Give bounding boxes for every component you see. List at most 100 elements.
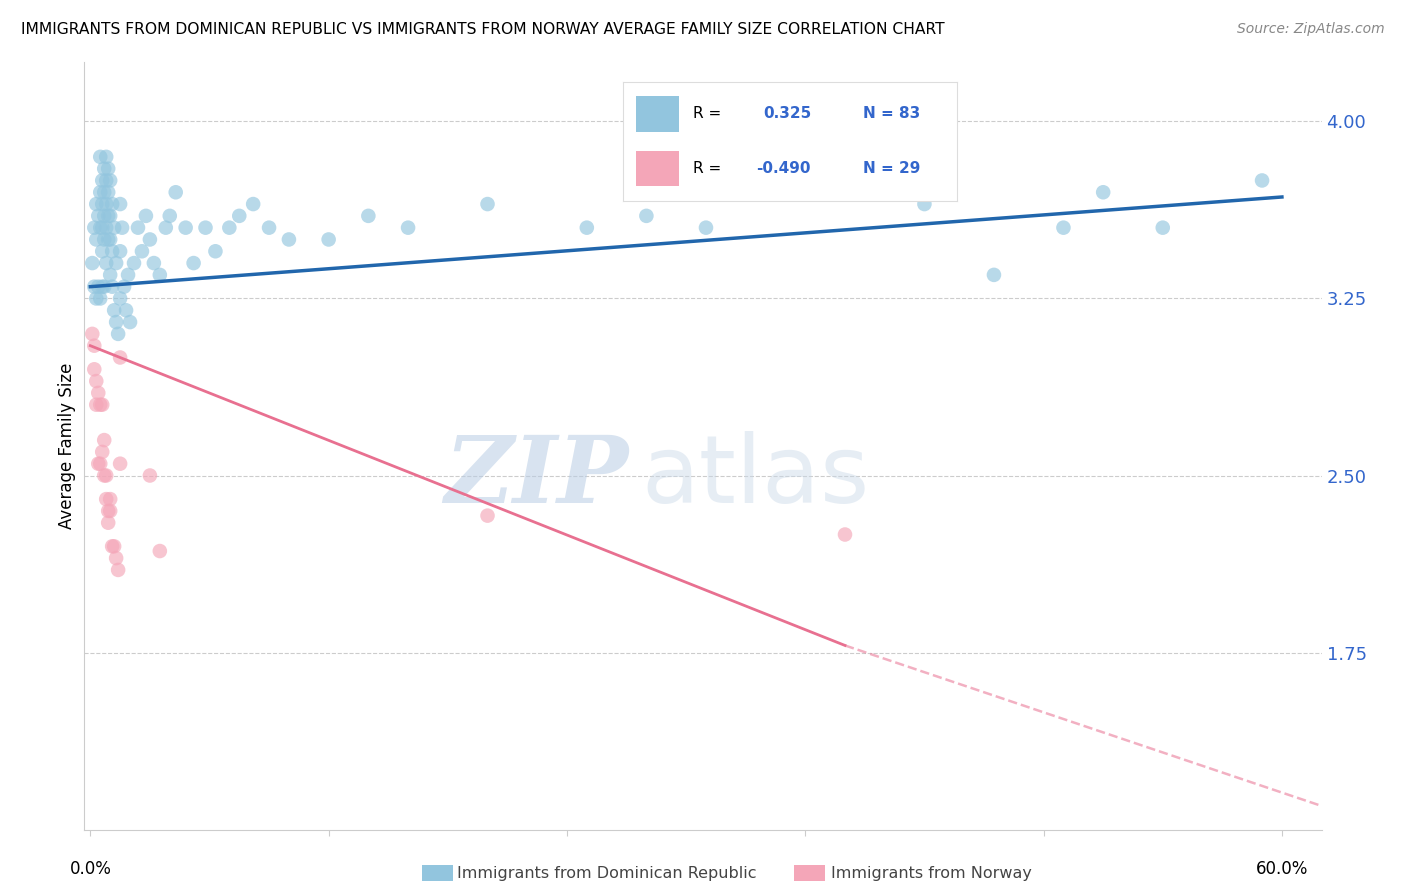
Point xyxy=(97,186,120,200)
Point xyxy=(93,161,115,176)
Point xyxy=(96,150,118,164)
Point xyxy=(139,232,162,246)
Point xyxy=(83,339,105,353)
Point xyxy=(96,197,118,211)
Point xyxy=(149,544,172,558)
Point xyxy=(135,209,157,223)
Point xyxy=(103,220,125,235)
Point xyxy=(89,457,111,471)
Text: 60.0%: 60.0% xyxy=(1256,860,1308,878)
Point xyxy=(159,209,181,223)
Point xyxy=(103,539,125,553)
Point xyxy=(111,220,134,235)
Point xyxy=(84,292,107,306)
Y-axis label: Average Family Size: Average Family Size xyxy=(58,363,76,529)
Point xyxy=(242,197,264,211)
Point xyxy=(105,315,128,329)
Text: Immigrants from Dominican Republic: Immigrants from Dominican Republic xyxy=(457,866,756,880)
Point xyxy=(117,268,139,282)
Point xyxy=(131,244,153,259)
Point xyxy=(97,209,120,223)
Point xyxy=(103,303,125,318)
Text: ZIP: ZIP xyxy=(444,432,628,522)
Point xyxy=(82,256,104,270)
Point xyxy=(91,398,114,412)
Point xyxy=(98,504,121,518)
Point xyxy=(112,279,135,293)
Point xyxy=(84,232,107,246)
Point xyxy=(155,220,177,235)
Point xyxy=(636,209,658,223)
Point xyxy=(983,268,1005,282)
Point xyxy=(108,197,131,211)
Point xyxy=(105,551,128,566)
Point xyxy=(97,516,120,530)
Text: Source: ZipAtlas.com: Source: ZipAtlas.com xyxy=(1237,22,1385,37)
Point xyxy=(257,220,280,235)
Point xyxy=(101,539,124,553)
Point xyxy=(101,197,124,211)
Point xyxy=(93,433,115,447)
Point xyxy=(89,292,111,306)
Point xyxy=(96,492,118,507)
Point xyxy=(108,244,131,259)
Point xyxy=(357,209,380,223)
Point xyxy=(127,220,149,235)
Point xyxy=(396,220,419,235)
Point xyxy=(1251,173,1274,187)
Point xyxy=(96,256,118,270)
Point xyxy=(84,374,107,388)
Point xyxy=(98,209,121,223)
Point xyxy=(149,268,172,282)
Point xyxy=(83,362,105,376)
Point xyxy=(91,244,114,259)
Point xyxy=(122,256,145,270)
Point xyxy=(277,232,299,246)
Point xyxy=(101,279,124,293)
Point xyxy=(82,326,104,341)
Point xyxy=(93,209,115,223)
Point xyxy=(194,220,217,235)
Point xyxy=(98,268,121,282)
Point xyxy=(98,232,121,246)
Point xyxy=(89,150,111,164)
Point xyxy=(87,457,110,471)
Point xyxy=(174,220,197,235)
Point xyxy=(107,563,129,577)
Point xyxy=(695,220,717,235)
Point xyxy=(87,209,110,223)
Point xyxy=(84,197,107,211)
Point xyxy=(318,232,340,246)
Point xyxy=(1092,186,1115,200)
Point xyxy=(204,244,226,259)
Point xyxy=(98,492,121,507)
Point xyxy=(101,244,124,259)
Point xyxy=(83,279,105,293)
Point xyxy=(115,303,138,318)
Point xyxy=(477,197,499,211)
Point xyxy=(89,398,111,412)
Point xyxy=(108,351,131,365)
Point xyxy=(105,256,128,270)
Text: Immigrants from Norway: Immigrants from Norway xyxy=(831,866,1032,880)
Text: IMMIGRANTS FROM DOMINICAN REPUBLIC VS IMMIGRANTS FROM NORWAY AVERAGE FAMILY SIZE: IMMIGRANTS FROM DOMINICAN REPUBLIC VS IM… xyxy=(21,22,945,37)
Point xyxy=(477,508,499,523)
Point xyxy=(97,161,120,176)
Text: 0.0%: 0.0% xyxy=(69,860,111,878)
Point xyxy=(91,220,114,235)
Point xyxy=(142,256,165,270)
Point xyxy=(139,468,162,483)
Point xyxy=(96,173,118,187)
Point xyxy=(87,385,110,400)
Point xyxy=(93,279,115,293)
Point xyxy=(93,232,115,246)
Point xyxy=(98,173,121,187)
Point xyxy=(912,197,935,211)
Point xyxy=(228,209,250,223)
Point xyxy=(91,445,114,459)
Point xyxy=(96,220,118,235)
Point xyxy=(1052,220,1074,235)
Point xyxy=(89,220,111,235)
Point xyxy=(89,186,111,200)
Point xyxy=(93,186,115,200)
